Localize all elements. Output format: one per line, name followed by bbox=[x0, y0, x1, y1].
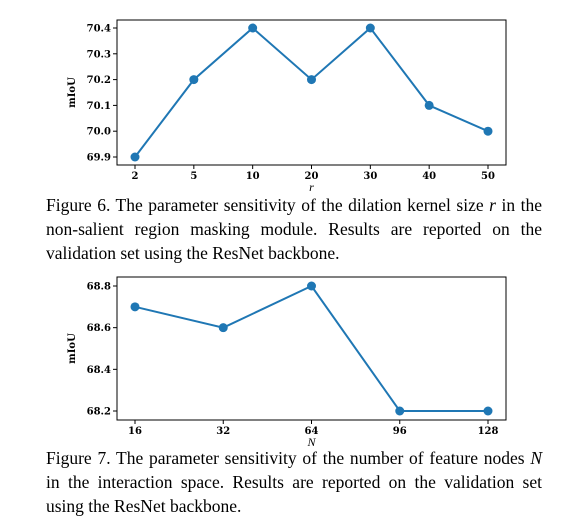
figure-7-chart: 68.2 68.4 68.6 68.8 16 32 64 96 128 mIoU N bbox=[67, 276, 507, 449]
x-tick-label: 20 bbox=[305, 171, 319, 182]
y-axis-label: mIoU bbox=[67, 77, 78, 108]
y-tick-label: 68.2 bbox=[87, 407, 111, 418]
figure-6: 69.9 70.0 70.1 70.2 70.3 70.4 2 5 10 20 30 40 50 mIoU… bbox=[0, 0, 564, 194]
y-tick-label: 69.9 bbox=[87, 153, 111, 164]
data-point bbox=[483, 126, 493, 136]
x-tick-label: 64 bbox=[305, 426, 319, 437]
y-tick-label: 68.8 bbox=[87, 282, 111, 293]
x-tick-label: 30 bbox=[363, 171, 377, 182]
series-line bbox=[134, 284, 488, 412]
y-tick-label: 70.1 bbox=[87, 101, 111, 112]
figure-7-caption-math: N bbox=[530, 448, 542, 468]
figure-6-caption: Figure 6. The parameter sensitivity of t… bbox=[46, 193, 542, 265]
x-tick-label: 96 bbox=[393, 426, 407, 437]
plot-frame bbox=[116, 276, 507, 421]
data-point bbox=[248, 23, 258, 33]
figure-6-caption-math: r bbox=[489, 195, 496, 215]
data-point bbox=[218, 323, 228, 333]
data-point bbox=[307, 281, 316, 291]
x-tick-label: 2 bbox=[132, 171, 139, 182]
x-axis-label: N bbox=[306, 435, 316, 449]
data-point bbox=[130, 302, 140, 312]
y-axis-label: mIoU bbox=[67, 333, 78, 364]
y-tick-label: 68.6 bbox=[87, 323, 111, 334]
x-tick-label: 5 bbox=[190, 171, 197, 182]
data-point bbox=[424, 100, 434, 110]
data-point bbox=[189, 75, 199, 85]
y-tick-label: 70.0 bbox=[87, 127, 111, 138]
y-tick-label: 70.3 bbox=[87, 49, 111, 60]
x-tick-label: 50 bbox=[481, 171, 495, 182]
x-tick-label: 128 bbox=[478, 426, 499, 437]
x-axis-label: r bbox=[309, 180, 314, 194]
y-tick-label: 68.4 bbox=[87, 365, 111, 376]
x-tick-label: 10 bbox=[246, 171, 260, 182]
y-tick-label: 70.4 bbox=[87, 24, 111, 35]
figure-6-caption-suffix: in the non-salient region masking module… bbox=[46, 195, 542, 263]
data-point bbox=[395, 406, 405, 416]
figure-6-caption-prefix: Figure 6. The parameter sensitivity of t… bbox=[46, 195, 490, 215]
x-tick-label: 32 bbox=[216, 426, 230, 437]
data-point bbox=[483, 406, 493, 416]
plot-frame bbox=[116, 19, 507, 166]
figure-6-chart: 69.9 70.0 70.1 70.2 70.3 70.4 2 5 10 20 30 40 50 mIoU… bbox=[67, 19, 507, 194]
figure-7: 68.2 68.4 68.6 68.8 16 32 64 96 128 mIoU N bbox=[0, 268, 564, 449]
x-tick-label: 40 bbox=[422, 171, 436, 182]
series-line bbox=[134, 26, 489, 158]
figure-7-caption-suffix: in the interaction space. Results are re… bbox=[46, 472, 542, 516]
figure-7-caption: Figure 7. The parameter sensitivity of t… bbox=[46, 446, 542, 518]
data-point bbox=[130, 152, 140, 162]
x-tick-label: 16 bbox=[128, 426, 142, 437]
data-point bbox=[365, 23, 375, 33]
data-point bbox=[307, 75, 316, 85]
y-tick-label: 70.2 bbox=[87, 75, 111, 86]
figure-7-caption-prefix: Figure 7. The parameter sensitivity of t… bbox=[46, 448, 531, 468]
